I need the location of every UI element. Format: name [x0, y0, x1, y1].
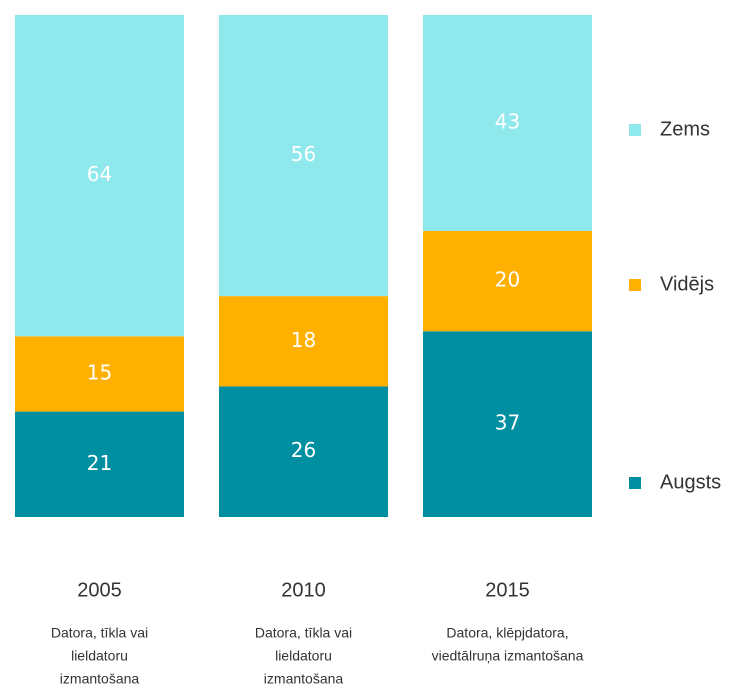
legend-label: Augsts — [660, 471, 721, 493]
legend-label: Vidējs — [660, 273, 714, 295]
category-description: lieldatoru — [71, 648, 128, 664]
value-label: 26 — [291, 438, 316, 462]
bar-segment — [219, 15, 388, 297]
x-tick-label: 2010 — [281, 579, 326, 601]
value-label: 15 — [87, 360, 112, 384]
bar-segment — [15, 15, 184, 337]
legend-swatch — [629, 279, 641, 291]
bar-segment — [219, 386, 388, 517]
category-description: izmantošana — [264, 671, 344, 687]
legend-swatch — [629, 477, 641, 489]
x-tick-label: 2005 — [77, 579, 122, 601]
bar-segment — [15, 336, 184, 412]
category-description: izmantošana — [60, 671, 140, 687]
bar-segment — [423, 230, 592, 332]
bar-segment — [219, 296, 388, 387]
category-description: viedtālruņa izmantošana — [432, 648, 584, 664]
x-tick-label: 2015 — [485, 579, 530, 601]
legend-swatch — [629, 124, 641, 136]
category-description: lieldatoru — [275, 648, 332, 664]
bar-segment — [15, 411, 184, 517]
category-description: Datora, klēpjdatora, — [446, 625, 568, 641]
value-label: 18 — [291, 328, 316, 352]
value-label: 20 — [495, 268, 520, 292]
bar-segment — [423, 15, 592, 231]
bar-segment — [423, 331, 592, 517]
value-label: 43 — [495, 109, 520, 133]
category-description: Datora, tīkla vai — [255, 625, 352, 641]
value-label: 56 — [291, 142, 316, 166]
value-label: 21 — [87, 451, 112, 475]
value-label: 37 — [495, 411, 520, 435]
value-label: 64 — [87, 162, 112, 186]
category-description: Datora, tīkla vai — [51, 625, 148, 641]
legend-label: Zems — [660, 118, 710, 140]
